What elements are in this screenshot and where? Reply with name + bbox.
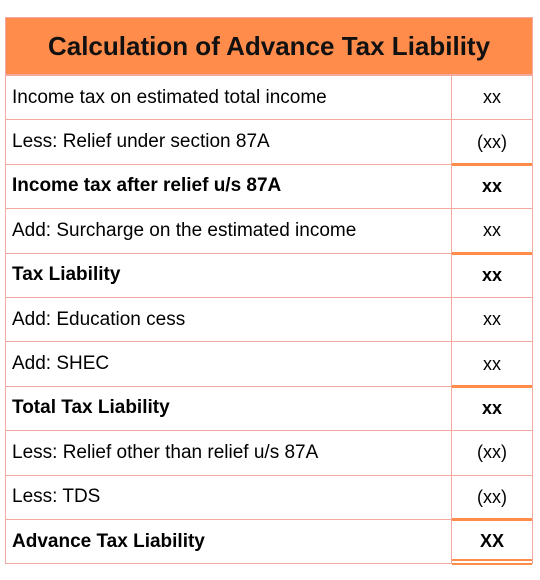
row-label: Advance Tax Liability	[6, 519, 452, 564]
row-value: xx	[481, 175, 503, 196]
table-row: Less: TDS (xx)	[6, 474, 532, 522]
row-value: xx	[452, 342, 532, 389]
row-value: (xx)	[477, 442, 507, 463]
row-label: Add: Education cess	[6, 297, 452, 342]
row-value: xx	[483, 309, 501, 330]
advance-tax-table: Calculation of Advance Tax Liability Inc…	[5, 17, 533, 565]
table-row: Add: Education cess xx	[6, 296, 532, 342]
row-label: Less: TDS	[6, 475, 452, 519]
row-label: Add: SHEC	[6, 342, 452, 386]
table-row: Tax Liability xx	[6, 252, 532, 297]
row-value: XX	[452, 520, 532, 563]
row-label: Add: Surcharge on the estimated income	[6, 209, 452, 253]
row-label: Less: Relief under section 87A	[6, 120, 452, 164]
table-row: Less: Relief other than relief u/s 87A (…	[6, 430, 532, 475]
row-label: Tax Liability	[6, 253, 452, 297]
row-value: (xx)	[452, 476, 532, 522]
table-row: Income tax after relief u/s 87A xx	[6, 163, 532, 209]
table-row: Add: SHEC xx	[6, 341, 532, 389]
table-title: Calculation of Advance Tax Liability	[6, 18, 532, 75]
table-row: Total Tax Liability xx	[6, 385, 532, 431]
table-row: Income tax on estimated total income xx	[6, 75, 532, 120]
table-row: Add: Surcharge on the estimated income x…	[6, 208, 532, 255]
row-value: xx	[481, 397, 503, 418]
table-row: Advance Tax Liability XX	[6, 518, 532, 564]
row-value: xx	[452, 209, 532, 255]
table-row: Less: Relief under section 87A (xx)	[6, 119, 532, 167]
row-label: Income tax on estimated total income	[6, 76, 452, 120]
row-label: Income tax after relief u/s 87A	[6, 164, 452, 209]
row-label: Total Tax Liability	[6, 386, 452, 431]
row-value: xx	[481, 264, 503, 285]
row-label: Less: Relief other than relief u/s 87A	[6, 431, 452, 475]
row-value: (xx)	[452, 120, 532, 167]
row-value: xx	[483, 87, 501, 108]
